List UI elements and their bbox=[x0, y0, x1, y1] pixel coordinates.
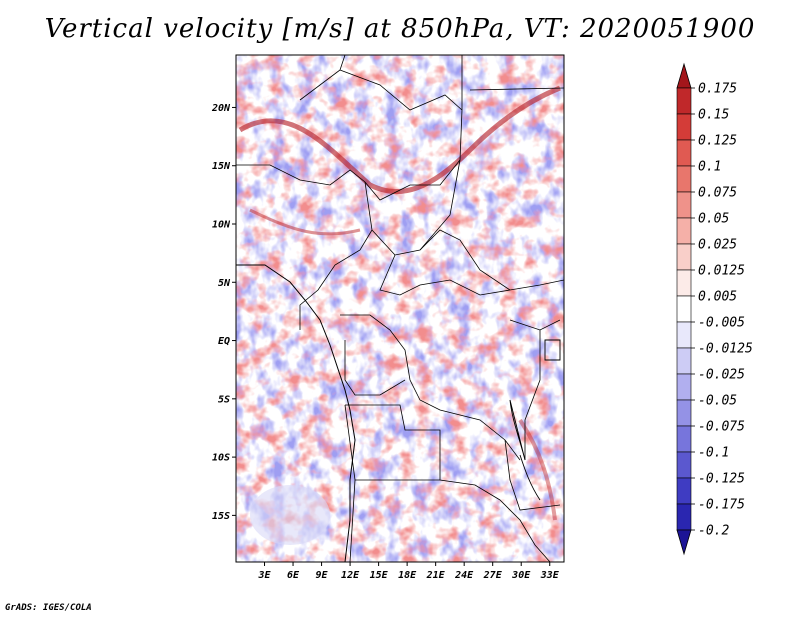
colorbar-swatch bbox=[676, 347, 692, 375]
lon-tick-label: 3E bbox=[257, 570, 271, 581]
colorbar-label: 0.005 bbox=[698, 290, 737, 305]
lakes bbox=[509, 339, 561, 501]
colorbar-top-arrow bbox=[676, 62, 692, 89]
colorbar-bottom-arrow bbox=[676, 529, 692, 556]
colorbar-label: -0.05 bbox=[698, 394, 737, 409]
lon-tick-label: 6E bbox=[287, 570, 300, 581]
lon-tick-label: 12E bbox=[341, 570, 360, 581]
lon-tick-label: 21E bbox=[426, 570, 446, 581]
map-frame bbox=[235, 54, 565, 563]
longitude-axis: 3E 6E 9E 12E 15E 18E 21E 24E 27E 30E 33E bbox=[257, 562, 560, 581]
colorbar-swatch bbox=[676, 113, 692, 141]
colorbar-label: 0.15 bbox=[698, 108, 729, 123]
colorbar-swatch bbox=[676, 399, 692, 427]
colorbar-swatch bbox=[676, 451, 692, 479]
lat-tick-label: EQ bbox=[218, 336, 230, 347]
lat-tick-label: 5N bbox=[218, 278, 231, 289]
colorbar-label: -0.175 bbox=[698, 498, 745, 513]
colorbar-swatch bbox=[676, 321, 692, 349]
lat-tick-label: 10N bbox=[212, 220, 231, 231]
chart-title: Vertical velocity [m/s] at 850hPa, VT: 2… bbox=[44, 14, 756, 44]
grads-credit: GrADS: IGES/COLA bbox=[5, 603, 92, 613]
lon-tick-label: 9E bbox=[316, 570, 329, 581]
colorbar: 0.175 0.15 0.125 0.1 0.075 0.05 0.025 0.0125 0.0… bbox=[676, 62, 753, 556]
colorbar-swatch bbox=[676, 217, 692, 245]
colorbar-label: -0.025 bbox=[698, 368, 745, 383]
colorbar-swatch bbox=[676, 87, 692, 115]
colorbar-label: -0.2 bbox=[698, 524, 729, 539]
lat-tick-label: 15S bbox=[212, 511, 230, 522]
map-area bbox=[235, 54, 565, 563]
colorbar-swatch bbox=[676, 503, 692, 531]
lon-tick-label: 24E bbox=[454, 570, 474, 581]
colorbar-swatch bbox=[676, 373, 692, 401]
colorbar-swatch bbox=[676, 295, 692, 323]
colorbar-label: -0.125 bbox=[698, 472, 745, 487]
colorbar-swatch bbox=[676, 191, 692, 219]
colorbar-swatch bbox=[676, 269, 692, 297]
colorbar-label: 0.075 bbox=[698, 186, 737, 201]
colorbar-label: 0.1 bbox=[698, 160, 721, 175]
lon-tick-label: 33E bbox=[540, 570, 560, 581]
coastline bbox=[236, 264, 356, 562]
latitude-axis: 20N 15N 10N 5N EQ 5S 10S 15S bbox=[211, 103, 236, 522]
colorbar-label: -0.1 bbox=[698, 446, 729, 461]
velocity-field bbox=[236, 55, 564, 562]
lon-tick-label: 15E bbox=[370, 570, 389, 581]
colorbar-label: 0.125 bbox=[698, 134, 737, 149]
colorbar-label: -0.075 bbox=[698, 420, 745, 435]
colorbar-label: 0.05 bbox=[698, 212, 729, 227]
colorbar-swatch bbox=[676, 425, 692, 453]
lat-tick-label: 5S bbox=[218, 394, 230, 405]
colorbar-label: -0.005 bbox=[698, 316, 745, 331]
lon-tick-label: 18E bbox=[398, 570, 417, 581]
colorbar-swatch bbox=[676, 165, 692, 193]
lat-tick-label: 10S bbox=[212, 453, 230, 464]
lon-tick-label: 30E bbox=[511, 570, 531, 581]
country-borders bbox=[236, 55, 564, 562]
colorbar-swatch bbox=[676, 139, 692, 167]
colorbar-label: 0.0125 bbox=[698, 264, 745, 279]
lat-tick-label: 20N bbox=[211, 103, 231, 114]
lon-tick-label: 27E bbox=[483, 570, 503, 581]
colorbar-swatch bbox=[676, 477, 692, 505]
colorbar-label: -0.0125 bbox=[698, 342, 753, 357]
colorbar-label: 0.175 bbox=[698, 82, 737, 97]
colorbar-label: 0.025 bbox=[698, 238, 737, 253]
lat-tick-label: 15N bbox=[212, 161, 231, 172]
colorbar-swatch bbox=[676, 243, 692, 271]
